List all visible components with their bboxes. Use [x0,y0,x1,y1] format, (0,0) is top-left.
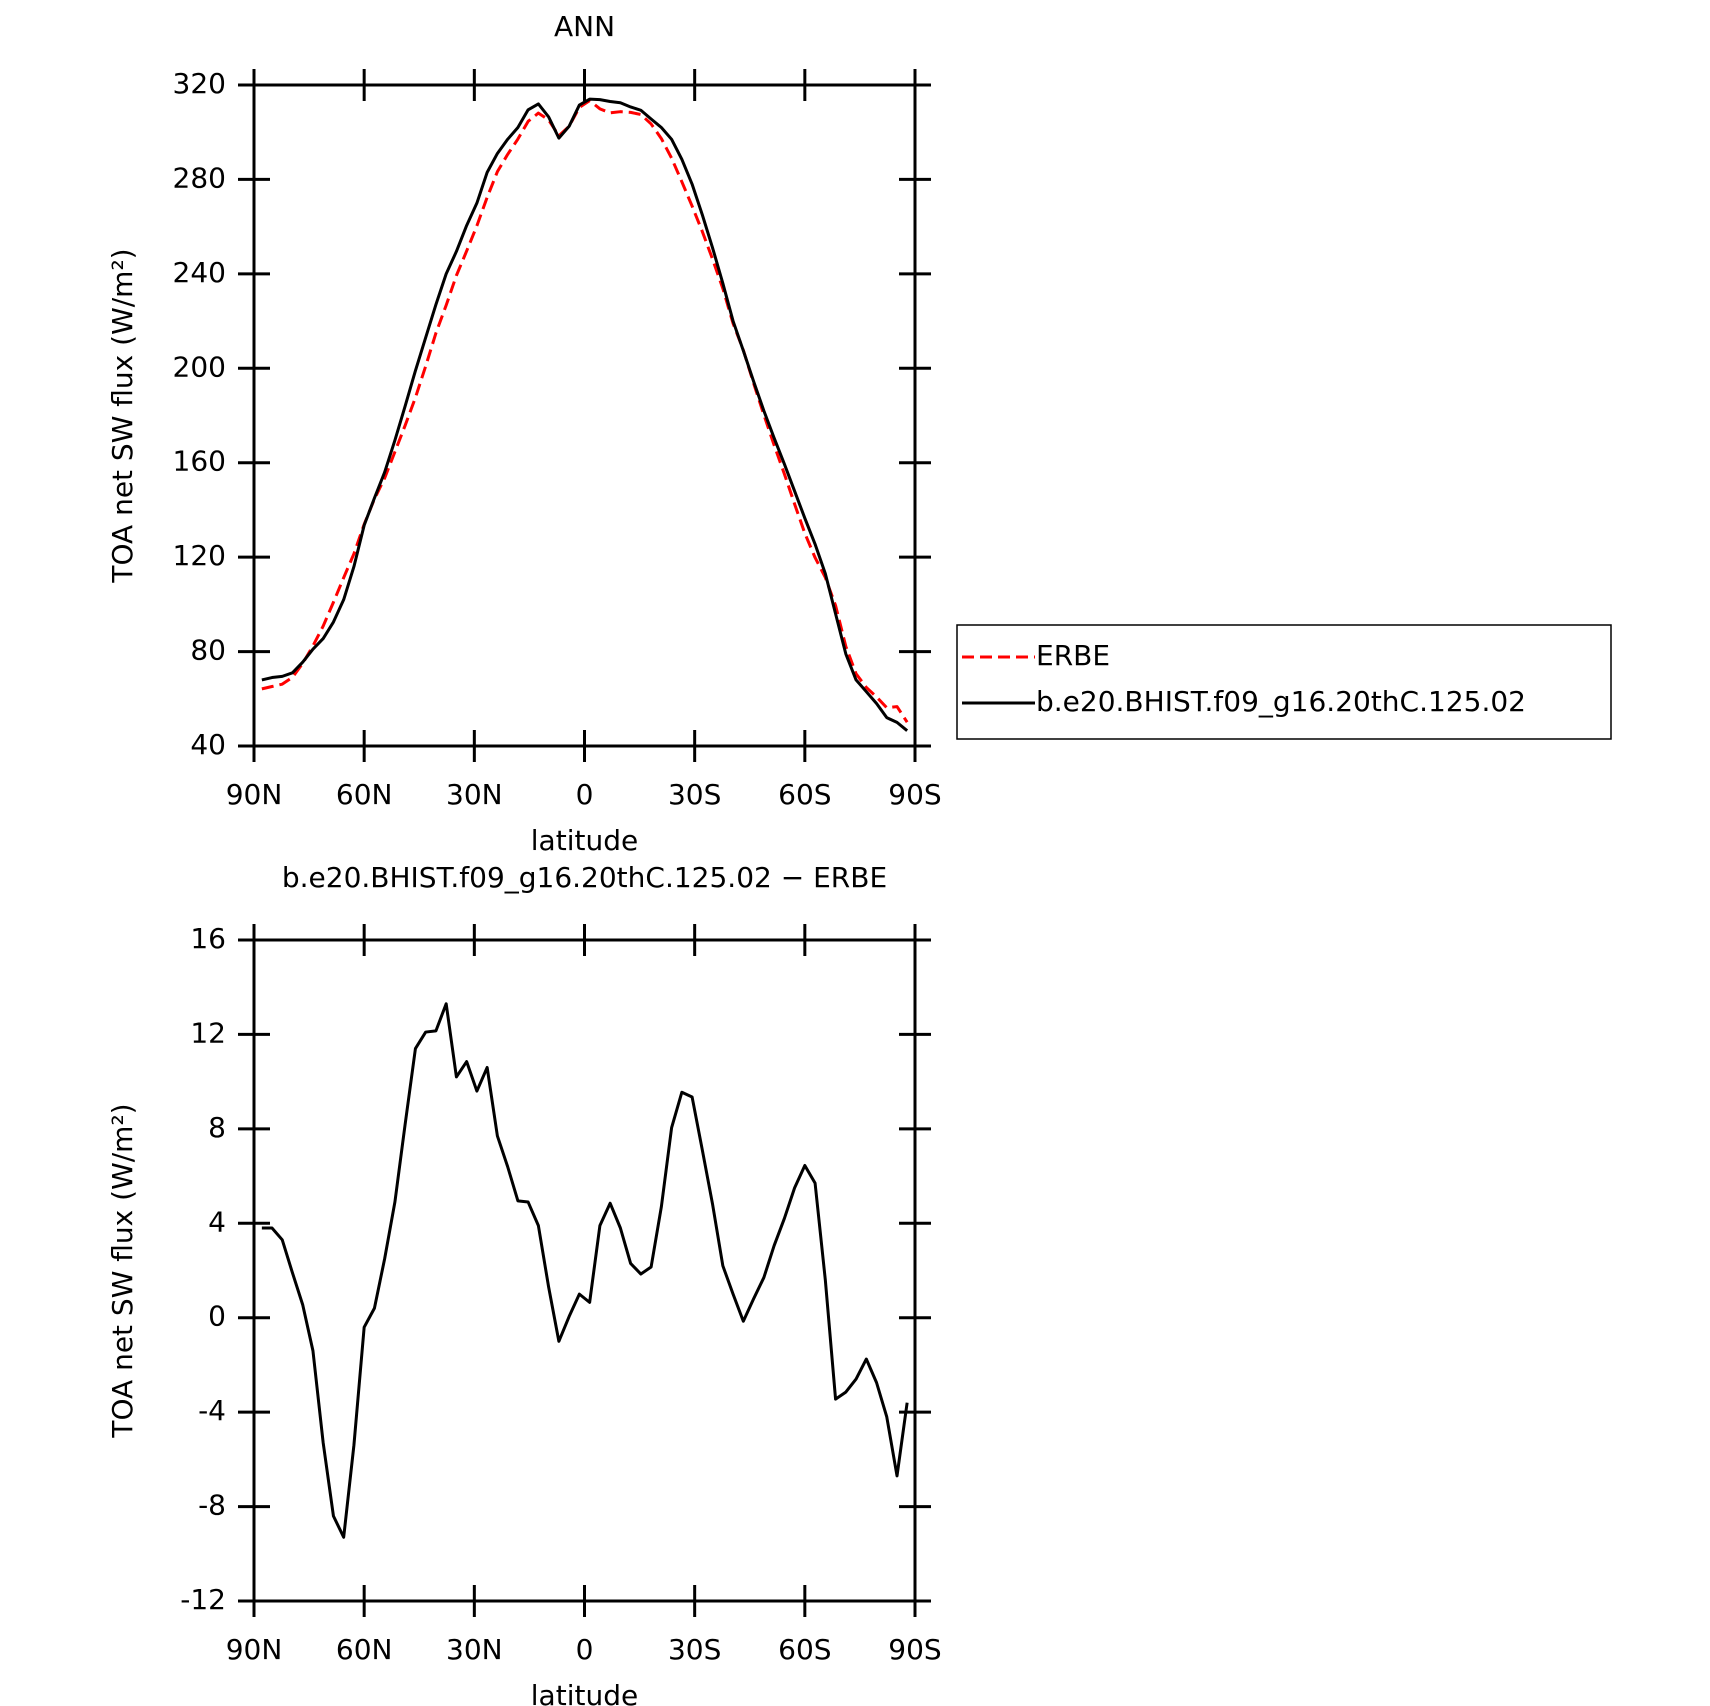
y-axis-label: TOA net SW flux (W/m²) [106,1103,139,1438]
chart-title: b.e20.BHIST.f09_g16.20thC.125.02 − ERBE [282,861,887,894]
x-tick-label: 90N [226,1633,283,1666]
y-tick-label: 120 [173,539,226,572]
chart-panel: ANN latitude TOA net SW flux (W/m²) 40 80 120… [106,10,1612,857]
x-tick-label: 60N [336,1633,393,1666]
x-tick-label: 90S [888,778,941,811]
x-tick-label: 60S [778,1633,831,1666]
y-tick-label: 280 [173,161,226,194]
y-tick-label: 4 [208,1205,226,1238]
y-axis-label: TOA net SW flux (W/m²) [106,248,139,583]
y-tick-label: 80 [190,634,226,667]
data-line [261,97,909,732]
y-tick-label: 200 [173,350,226,383]
y-tick-label: 240 [173,256,226,289]
y-tick-label: 12 [190,1016,226,1049]
plot-frame [252,938,917,1603]
y-tick-label: -12 [180,1583,226,1616]
x-tick-label: 30S [668,1633,721,1666]
legend-label: ERBE [1036,639,1110,672]
y-tick-label: -4 [198,1394,226,1427]
data-line [261,1002,909,1539]
y-tick-label: -8 [198,1489,226,1522]
chart-title: ANN [554,10,615,43]
chart-panel: b.e20.BHIST.f09_g16.20thC.125.02 − ERBE l… [106,861,942,1706]
x-axis-label: latitude [531,1679,638,1706]
legend-label: b.e20.BHIST.f09_g16.20thC.125.02 [1036,685,1526,718]
x-tick-label: 90S [888,1633,941,1666]
data-line [261,99,909,723]
plot-frame [252,83,917,748]
x-axis-label: latitude [531,824,638,857]
y-tick-label: 8 [208,1111,226,1144]
x-tick-label: 30N [446,778,503,811]
x-tick-label: 90N [226,778,283,811]
x-tick-label: 0 [576,1633,594,1666]
x-tick-label: 60N [336,778,393,811]
y-tick-label: 40 [190,728,226,761]
y-tick-label: 320 [173,67,226,100]
y-tick-label: 160 [173,445,226,478]
y-tick-label: 0 [208,1300,226,1333]
x-tick-label: 30S [668,778,721,811]
x-tick-label: 30N [446,1633,503,1666]
x-tick-label: 60S [778,778,831,811]
y-tick-label: 16 [190,922,226,955]
x-tick-label: 0 [576,778,594,811]
legend-box [956,624,1612,740]
